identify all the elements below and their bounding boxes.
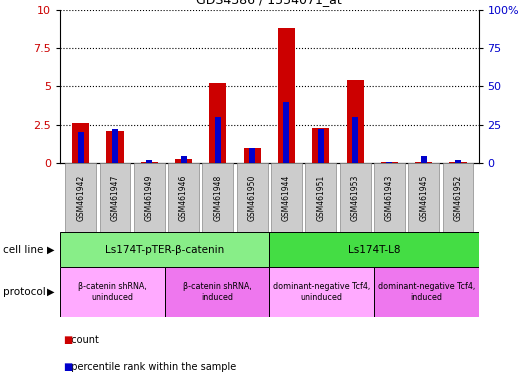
Text: GSM461953: GSM461953 [350, 175, 360, 221]
Bar [175, 159, 192, 163]
Text: protocol: protocol [3, 287, 46, 297]
Bar [269, 232, 479, 267]
Bar [134, 163, 165, 232]
Bar [442, 163, 473, 232]
Bar [408, 163, 439, 232]
Bar [312, 128, 329, 163]
Text: count: count [65, 335, 99, 345]
Bar [141, 162, 158, 163]
Bar [112, 129, 118, 163]
Bar [278, 28, 295, 163]
Text: dominant-negative Tcf4,
induced: dominant-negative Tcf4, induced [378, 282, 475, 301]
Text: GSM461947: GSM461947 [110, 175, 120, 221]
Bar [146, 160, 152, 163]
Bar [269, 267, 374, 317]
Bar [165, 267, 269, 317]
Text: GSM461949: GSM461949 [145, 175, 154, 221]
Bar [374, 267, 479, 317]
Bar [60, 232, 269, 267]
Bar [420, 156, 427, 163]
Text: GSM461950: GSM461950 [248, 175, 257, 221]
Bar [237, 163, 268, 232]
Bar [415, 162, 432, 163]
Bar [202, 163, 233, 232]
Bar [386, 162, 392, 163]
Text: GSM461942: GSM461942 [76, 175, 85, 221]
Bar [455, 160, 461, 163]
Bar [352, 117, 358, 163]
Text: GSM461944: GSM461944 [282, 175, 291, 221]
Text: ■: ■ [63, 362, 72, 372]
Bar [249, 148, 255, 163]
Text: GSM461943: GSM461943 [385, 175, 394, 221]
Bar [271, 163, 302, 232]
Text: dominant-negative Tcf4,
uninduced: dominant-negative Tcf4, uninduced [273, 282, 370, 301]
Text: ▶: ▶ [48, 245, 55, 255]
Text: GSM461946: GSM461946 [179, 175, 188, 221]
Bar [209, 83, 226, 163]
Text: cell line: cell line [3, 245, 43, 255]
Bar [244, 148, 261, 163]
Text: percentile rank within the sample: percentile rank within the sample [65, 362, 236, 372]
Text: Ls174T-pTER-β-catenin: Ls174T-pTER-β-catenin [105, 245, 224, 255]
Bar [168, 163, 199, 232]
Text: GSM461951: GSM461951 [316, 175, 325, 221]
Text: GSM461952: GSM461952 [453, 175, 462, 221]
Bar [305, 163, 336, 232]
Text: ■: ■ [63, 335, 72, 345]
Text: GSM461945: GSM461945 [419, 175, 428, 221]
Bar [180, 156, 187, 163]
Text: GSM461948: GSM461948 [213, 175, 222, 221]
Bar [78, 132, 84, 163]
Bar [374, 163, 405, 232]
Bar [318, 129, 324, 163]
Bar [65, 163, 96, 232]
Bar [107, 131, 123, 163]
Bar [215, 117, 221, 163]
Bar [283, 102, 290, 163]
Bar [60, 267, 165, 317]
Text: ▶: ▶ [48, 287, 55, 297]
Bar [381, 162, 398, 163]
Text: β-catenin shRNA,
induced: β-catenin shRNA, induced [183, 282, 252, 301]
Bar [347, 80, 363, 163]
Text: Ls174T-L8: Ls174T-L8 [348, 245, 400, 255]
Bar [339, 163, 370, 232]
Text: β-catenin shRNA,
uninduced: β-catenin shRNA, uninduced [78, 282, 147, 301]
Bar [99, 163, 130, 232]
Bar [449, 162, 467, 163]
Text: GDS4386 / 1554071_at: GDS4386 / 1554071_at [197, 0, 342, 6]
Bar [72, 123, 89, 163]
